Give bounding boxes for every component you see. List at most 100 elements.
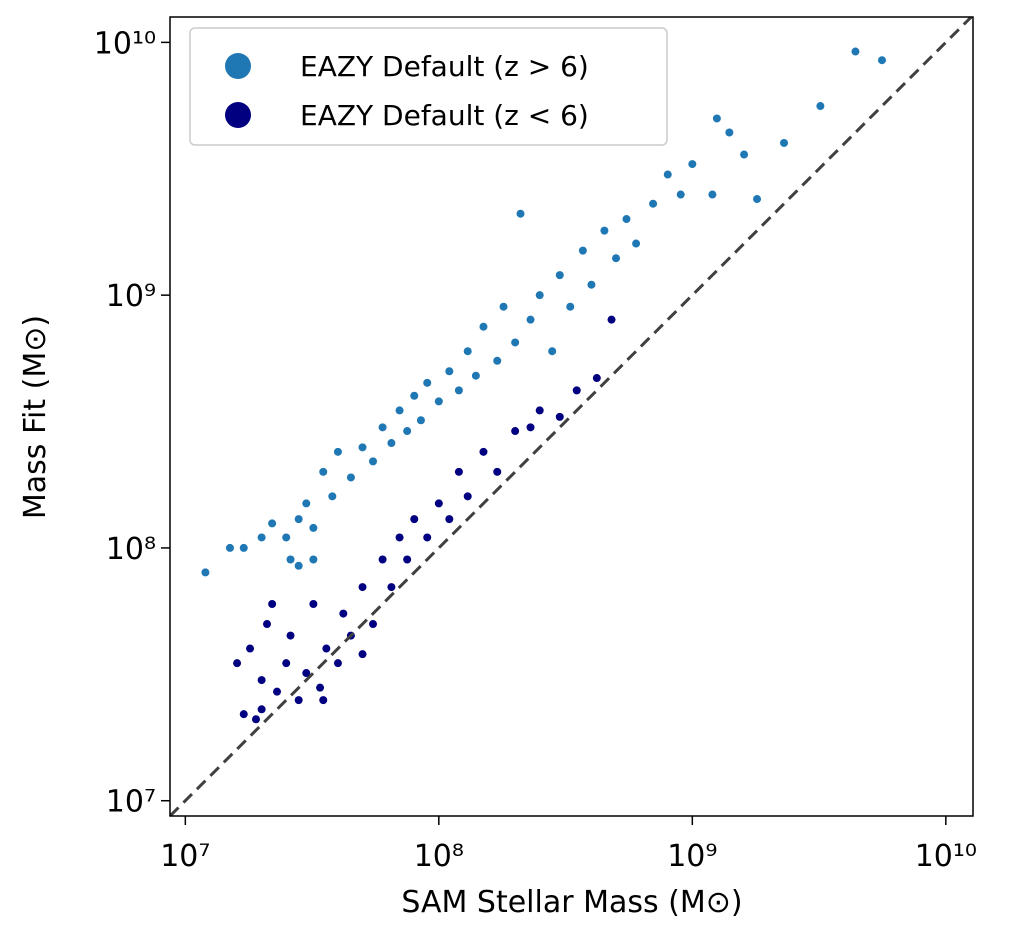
scatter-point bbox=[708, 190, 717, 199]
scatter-point bbox=[358, 583, 367, 592]
scatter-point bbox=[600, 226, 609, 235]
scatter-point bbox=[663, 170, 672, 179]
scatter-point bbox=[257, 533, 266, 542]
scatter-point bbox=[471, 371, 480, 380]
scatter-point bbox=[369, 457, 378, 466]
scatter-point bbox=[423, 378, 432, 387]
scatter-point bbox=[403, 555, 412, 564]
scatter-point bbox=[319, 696, 328, 705]
scatter-point bbox=[257, 705, 266, 714]
scatter-point bbox=[378, 555, 387, 564]
scatter-point bbox=[578, 246, 587, 255]
plot-area bbox=[170, 17, 973, 816]
scatter-point bbox=[511, 427, 520, 436]
scatter-point bbox=[612, 254, 621, 263]
scatter-point bbox=[268, 600, 277, 609]
scatter-point bbox=[410, 515, 419, 524]
scatter-point bbox=[712, 114, 721, 123]
scatter-point bbox=[493, 467, 502, 476]
scatter-point bbox=[434, 499, 443, 508]
scatter-point bbox=[403, 427, 412, 436]
scatter-point bbox=[526, 423, 535, 432]
scatter-point bbox=[587, 280, 596, 289]
scatter-point bbox=[555, 412, 564, 421]
legend-label: EAZY Default (z < 6) bbox=[300, 99, 589, 132]
scatter-point bbox=[273, 687, 282, 696]
scatter-point bbox=[239, 710, 248, 719]
scatter-point bbox=[294, 515, 303, 524]
legend: EAZY Default (z > 6) EAZY Default (z < 6) bbox=[189, 27, 668, 146]
scatter-point bbox=[395, 533, 404, 542]
scatter-point bbox=[322, 644, 331, 653]
y-tick-label: 10⁷ bbox=[106, 785, 156, 820]
scatter-point bbox=[239, 543, 248, 552]
scatter-point bbox=[225, 543, 234, 552]
scatter-point bbox=[445, 367, 454, 376]
scatter-point bbox=[387, 583, 396, 592]
scatter-point bbox=[333, 659, 342, 668]
scatter-point bbox=[263, 620, 272, 629]
scatter-point bbox=[632, 239, 641, 248]
scatter-point bbox=[566, 302, 575, 311]
x-tick-label: 10⁸ bbox=[414, 839, 464, 874]
scatter-point bbox=[535, 291, 544, 300]
scatter-point bbox=[346, 473, 355, 482]
scatter-point bbox=[339, 609, 348, 618]
scatter-point bbox=[434, 397, 443, 406]
y-tick-label: 10¹⁰ bbox=[94, 26, 156, 61]
scatter-point bbox=[499, 302, 508, 311]
scatter-point bbox=[725, 128, 734, 137]
scatter-point bbox=[358, 650, 367, 659]
scatter-point bbox=[493, 356, 502, 365]
x-axis-label: SAM Stellar Mass (M⊙) bbox=[401, 885, 742, 920]
scatter-point bbox=[851, 47, 860, 56]
scatter-point bbox=[378, 423, 387, 432]
scatter-point bbox=[548, 347, 557, 356]
scatter-point bbox=[294, 696, 303, 705]
scatter-point bbox=[526, 315, 535, 324]
scatter-point bbox=[395, 406, 404, 415]
scatter-point bbox=[387, 439, 396, 448]
scatter-point bbox=[201, 568, 210, 577]
scatter-point bbox=[572, 386, 581, 395]
scatter-point bbox=[780, 138, 789, 147]
scatter-point bbox=[282, 533, 291, 542]
scatter-point bbox=[816, 102, 825, 111]
scatter-point bbox=[257, 676, 266, 685]
scatter-point bbox=[319, 467, 328, 476]
scatter-point bbox=[251, 715, 260, 724]
x-tick-label: 10¹⁰ bbox=[915, 839, 977, 874]
scatter-point bbox=[622, 215, 631, 224]
scatter-point bbox=[607, 315, 616, 324]
scatter-point bbox=[309, 600, 318, 609]
scatter-point bbox=[328, 492, 337, 501]
y-tick-label: 10⁹ bbox=[106, 279, 156, 314]
x-tick-label: 10⁹ bbox=[667, 839, 717, 874]
scatter-point bbox=[454, 386, 463, 395]
legend-marker bbox=[225, 53, 251, 79]
legend-label: EAZY Default (z > 6) bbox=[300, 50, 589, 83]
scatter-point bbox=[286, 555, 295, 564]
scatter-point bbox=[463, 347, 472, 356]
scatter-point bbox=[454, 467, 463, 476]
scatter-point bbox=[268, 519, 277, 528]
scatter-point bbox=[535, 406, 544, 415]
scatter-point bbox=[877, 56, 886, 65]
scatter-point bbox=[316, 683, 325, 692]
scatter-point bbox=[445, 515, 454, 524]
scatter-point bbox=[676, 190, 685, 199]
scatter-point bbox=[688, 160, 697, 169]
legend-marker bbox=[225, 102, 251, 128]
scatter-point bbox=[479, 447, 488, 456]
x-tick-label: 10⁷ bbox=[160, 839, 210, 874]
y-tick-label: 10⁸ bbox=[106, 532, 156, 567]
scatter-point bbox=[416, 416, 425, 425]
scatter-point bbox=[286, 631, 295, 640]
legend-box bbox=[189, 27, 668, 146]
scatter-point bbox=[282, 659, 291, 668]
scatter-point bbox=[369, 620, 378, 629]
scatter-point bbox=[649, 199, 658, 208]
scatter-point bbox=[333, 447, 342, 456]
scatter-point bbox=[302, 669, 311, 678]
